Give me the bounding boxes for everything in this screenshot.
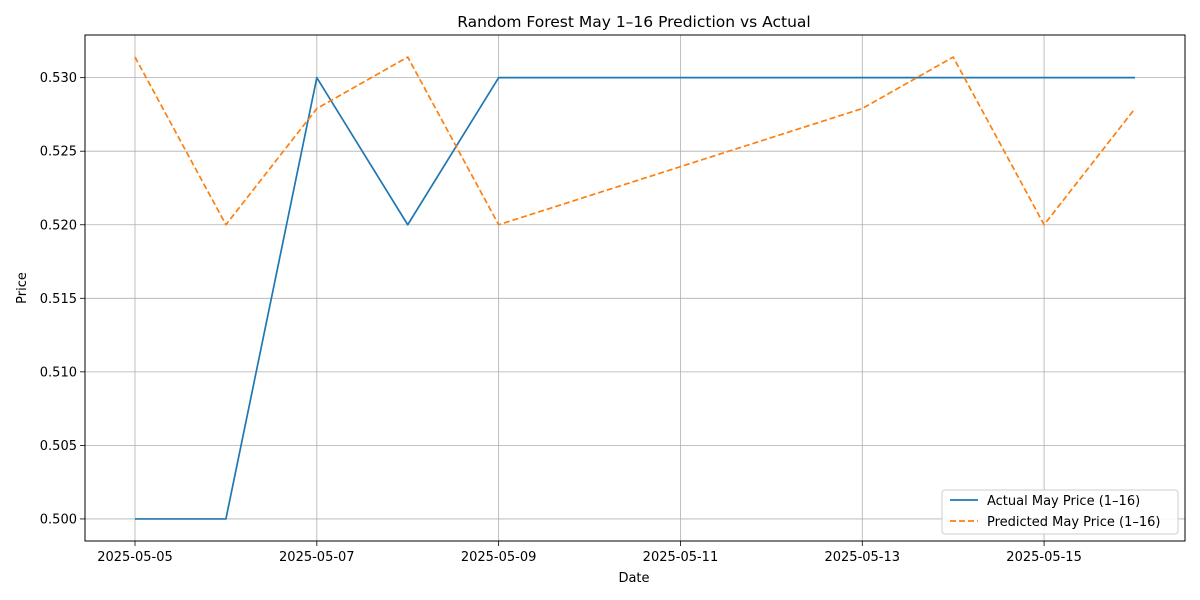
series-lines [134, 56, 1136, 520]
legend-box [941, 489, 1179, 535]
x-tick-label: 2025-05-13 [824, 550, 900, 565]
x-tick-label: 2025-05-07 [279, 550, 355, 565]
y-tick-label: 0.520 [40, 218, 77, 233]
legend-label-predicted: Predicted May Price (1–16) [987, 515, 1160, 530]
plot-area-frame [84, 34, 1186, 542]
x-tick-label: 2025-05-05 [97, 550, 173, 565]
y-tick-label: 0.525 [40, 145, 77, 160]
y-tick-label: 0.530 [40, 71, 77, 86]
actual-price-line [135, 76, 1135, 520]
x-axis-label: Date [618, 571, 649, 586]
y-axis-label: Price [15, 272, 30, 304]
x-tick-label: 2025-05-11 [643, 550, 719, 565]
y-tick-label: 0.515 [40, 292, 77, 307]
y-tick-label: 0.510 [40, 365, 77, 380]
x-tick-label: 2025-05-15 [1006, 550, 1082, 565]
x-axis-ticks: 2025-05-05 2025-05-07 2025-05-09 2025-05-11… [97, 541, 1082, 565]
y-tick-label: 0.500 [40, 512, 77, 527]
legend-label-actual: Actual May Price (1–16) [987, 494, 1140, 509]
predicted-price-line [134, 56, 1136, 226]
legend: Actual May Price (1–16) Predicted May Pr… [941, 489, 1179, 535]
y-tick-label: 0.505 [40, 439, 77, 454]
chart-title: Random Forest May 1–16 Prediction vs Act… [457, 13, 811, 31]
y-axis-ticks: 0.500 0.505 0.510 0.515 0.520 0.525 0.530 [40, 71, 85, 527]
x-tick-label: 2025-05-09 [461, 550, 537, 565]
